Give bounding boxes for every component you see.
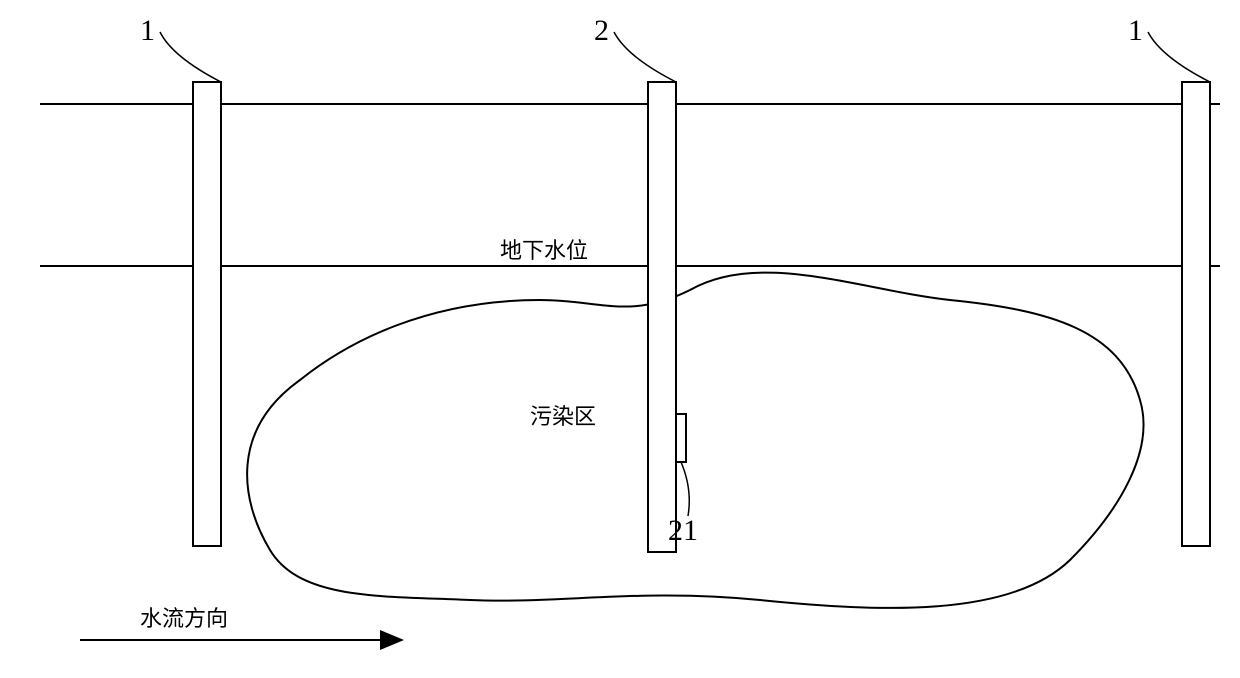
pollution-zone (247, 273, 1143, 608)
well-port (676, 414, 686, 462)
well-right-callout: 1 (1128, 14, 1143, 47)
water-table-label: 地下水位 (500, 238, 588, 263)
well-center (648, 82, 676, 552)
well-center-leader (614, 32, 676, 82)
flow-direction-label: 水流方向 (140, 606, 228, 631)
pollution-zone-label: 污染区 (530, 404, 596, 429)
well-center-callout: 2 (594, 14, 609, 47)
well-right-leader (1148, 32, 1210, 82)
well-port-callout: 21 (668, 514, 698, 547)
well-left-leader (160, 32, 221, 82)
well-right (1182, 82, 1210, 546)
diagram-canvas: 污染区 地下水位 1 2 21 1 水流方向 (0, 0, 1240, 678)
well-left-callout: 1 (140, 14, 155, 47)
well-port-leader (681, 462, 689, 516)
well-left (193, 82, 221, 546)
